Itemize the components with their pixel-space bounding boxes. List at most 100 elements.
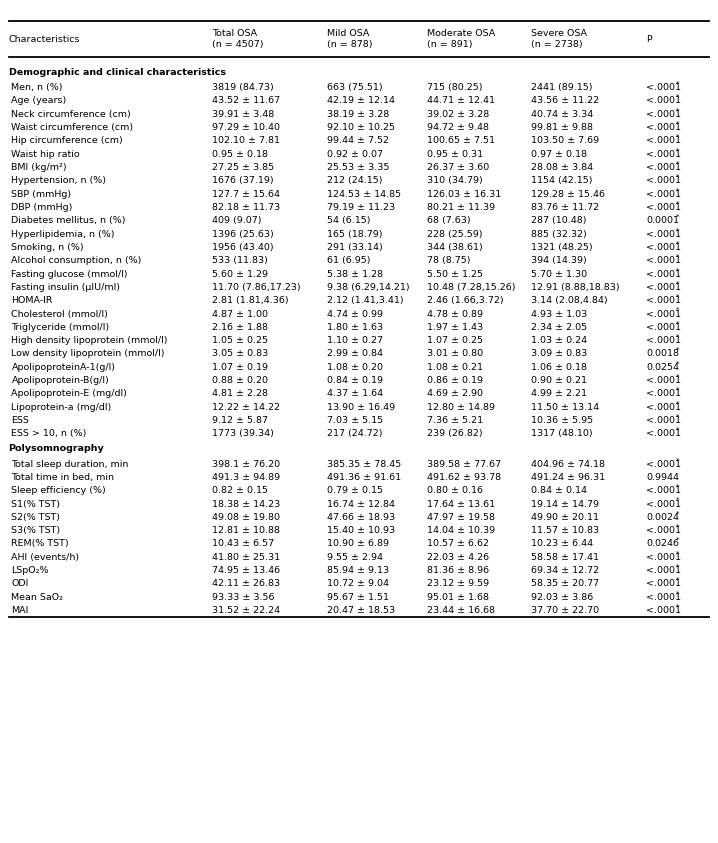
- Text: *: *: [676, 81, 679, 87]
- Text: <.0001: <.0001: [646, 336, 681, 345]
- Text: 0.0254: 0.0254: [646, 362, 679, 372]
- Text: 0.97 ± 0.18: 0.97 ± 0.18: [531, 150, 587, 158]
- Text: *: *: [676, 148, 679, 153]
- Text: <.0001: <.0001: [646, 176, 681, 185]
- Text: MAI: MAI: [11, 606, 29, 615]
- Text: 0.92 ± 0.07: 0.92 ± 0.07: [327, 150, 383, 158]
- Text: 2.46 (1.66,3.72): 2.46 (1.66,3.72): [427, 296, 504, 305]
- Text: 58.58 ± 17.41: 58.58 ± 17.41: [531, 553, 600, 561]
- Text: 389.58 ± 77.67: 389.58 ± 77.67: [427, 459, 501, 469]
- Text: 11.57 ± 10.83: 11.57 ± 10.83: [531, 526, 600, 535]
- Text: <.0001: <.0001: [646, 566, 681, 575]
- Text: 79.19 ± 11.23: 79.19 ± 11.23: [327, 203, 395, 212]
- Text: 26.37 ± 3.60: 26.37 ± 3.60: [427, 163, 490, 172]
- Text: <.0001: <.0001: [646, 163, 681, 172]
- Text: *: *: [676, 414, 679, 420]
- Text: Hypertension, n (%): Hypertension, n (%): [11, 176, 106, 185]
- Text: 4.78 ± 0.89: 4.78 ± 0.89: [427, 309, 483, 319]
- Text: 1317 (48.10): 1317 (48.10): [531, 429, 593, 438]
- Text: *: *: [676, 187, 679, 193]
- Text: 16.74 ± 12.84: 16.74 ± 12.84: [327, 500, 395, 508]
- Text: HOMA-IR: HOMA-IR: [11, 296, 53, 305]
- Text: 3.05 ± 0.83: 3.05 ± 0.83: [212, 350, 268, 358]
- Text: Diabetes mellitus, n (%): Diabetes mellitus, n (%): [11, 217, 126, 225]
- Text: 404.96 ± 74.18: 404.96 ± 74.18: [531, 459, 605, 469]
- Text: *: *: [676, 564, 679, 570]
- Text: *: *: [676, 254, 679, 260]
- Text: Lipoprotein-a (mg/dl): Lipoprotein-a (mg/dl): [11, 403, 112, 411]
- Text: Demographic and clinical characteristics: Demographic and clinical characteristics: [9, 68, 225, 77]
- Text: 12.22 ± 14.22: 12.22 ± 14.22: [212, 403, 280, 411]
- Text: Triglyceride (mmol/l): Triglyceride (mmol/l): [11, 323, 110, 332]
- Text: 10.57 ± 6.62: 10.57 ± 6.62: [427, 540, 489, 549]
- Text: Mean SaO₂: Mean SaO₂: [11, 593, 63, 602]
- Text: 3819 (84.73): 3819 (84.73): [212, 83, 274, 92]
- Text: <.0001: <.0001: [646, 403, 681, 411]
- Text: 38.19 ± 3.28: 38.19 ± 3.28: [327, 110, 389, 119]
- Text: 14.04 ± 10.39: 14.04 ± 10.39: [427, 526, 495, 535]
- Text: 2441 (89.15): 2441 (89.15): [531, 83, 593, 92]
- Text: 2.99 ± 0.84: 2.99 ± 0.84: [327, 350, 383, 358]
- Text: 3.01 ± 0.80: 3.01 ± 0.80: [427, 350, 483, 358]
- Text: Neck circumference (cm): Neck circumference (cm): [11, 110, 131, 119]
- Text: Fasting insulin (μIU/ml): Fasting insulin (μIU/ml): [11, 283, 121, 292]
- Text: 715 (80.25): 715 (80.25): [427, 83, 482, 92]
- Text: 491.36 ± 91.61: 491.36 ± 91.61: [327, 473, 401, 482]
- Text: 0.84 ± 0.19: 0.84 ± 0.19: [327, 376, 383, 385]
- Text: *: *: [676, 361, 679, 367]
- Text: 95.67 ± 1.51: 95.67 ± 1.51: [327, 593, 388, 602]
- Text: 78 (8.75): 78 (8.75): [427, 256, 471, 266]
- Text: 287 (10.48): 287 (10.48): [531, 217, 587, 225]
- Text: 126.03 ± 16.31: 126.03 ± 16.31: [427, 190, 501, 199]
- Text: 4.99 ± 2.21: 4.99 ± 2.21: [531, 389, 587, 399]
- Text: 10.48 (7.28,15.26): 10.48 (7.28,15.26): [427, 283, 516, 292]
- Text: 385.35 ± 78.45: 385.35 ± 78.45: [327, 459, 401, 469]
- Text: *: *: [676, 240, 679, 247]
- Text: 4.37 ± 1.64: 4.37 ± 1.64: [327, 389, 383, 399]
- Text: *: *: [676, 121, 679, 126]
- Text: 398.1 ± 76.20: 398.1 ± 76.20: [212, 459, 280, 469]
- Text: 2.34 ± 2.05: 2.34 ± 2.05: [531, 323, 587, 332]
- Text: 54 (6.15): 54 (6.15): [327, 217, 370, 225]
- Text: Alcohol consumption, n (%): Alcohol consumption, n (%): [11, 256, 142, 266]
- Text: REM(% TST): REM(% TST): [11, 540, 69, 549]
- Text: 11.50 ± 13.14: 11.50 ± 13.14: [531, 403, 600, 411]
- Text: 9.12 ± 5.87: 9.12 ± 5.87: [212, 416, 268, 425]
- Text: <.0001: <.0001: [646, 606, 681, 615]
- Text: 0.0246: 0.0246: [646, 540, 679, 549]
- Text: 68 (7.63): 68 (7.63): [427, 217, 471, 225]
- Text: S3(% TST): S3(% TST): [11, 526, 60, 535]
- Text: 344 (38.61): 344 (38.61): [427, 243, 483, 252]
- Text: 0.95 ± 0.31: 0.95 ± 0.31: [427, 150, 483, 158]
- Text: 9.38 (6.29,14.21): 9.38 (6.29,14.21): [327, 283, 409, 292]
- Text: 491.24 ± 96.31: 491.24 ± 96.31: [531, 473, 605, 482]
- Text: 95.01 ± 1.68: 95.01 ± 1.68: [427, 593, 489, 602]
- Text: *: *: [676, 590, 679, 597]
- Text: 12.80 ± 14.89: 12.80 ± 14.89: [427, 403, 495, 411]
- Text: *: *: [676, 373, 679, 380]
- Text: 0.0024: 0.0024: [646, 513, 679, 522]
- Text: 1.97 ± 1.43: 1.97 ± 1.43: [427, 323, 483, 332]
- Text: 5.70 ± 1.30: 5.70 ± 1.30: [531, 270, 587, 278]
- Text: <.0001: <.0001: [646, 190, 681, 199]
- Text: 0.95 ± 0.18: 0.95 ± 0.18: [212, 150, 268, 158]
- Text: 0.88 ± 0.20: 0.88 ± 0.20: [212, 376, 268, 385]
- Text: 43.56 ± 11.22: 43.56 ± 11.22: [531, 96, 600, 105]
- Text: 291 (33.14): 291 (33.14): [327, 243, 383, 252]
- Text: *: *: [676, 387, 679, 393]
- Text: 7.03 ± 5.15: 7.03 ± 5.15: [327, 416, 383, 425]
- Text: 212 (24.15): 212 (24.15): [327, 176, 382, 185]
- Text: 491.3 ± 94.89: 491.3 ± 94.89: [212, 473, 280, 482]
- Text: 15.40 ± 10.93: 15.40 ± 10.93: [327, 526, 395, 535]
- Text: 82.18 ± 11.73: 82.18 ± 11.73: [212, 203, 280, 212]
- Text: 2.16 ± 1.88: 2.16 ± 1.88: [212, 323, 268, 332]
- Text: 41.80 ± 25.31: 41.80 ± 25.31: [212, 553, 280, 561]
- Text: ApolipoproteinA-1(g/l): ApolipoproteinA-1(g/l): [11, 362, 116, 372]
- Text: 10.36 ± 5.95: 10.36 ± 5.95: [531, 416, 594, 425]
- Text: <.0001: <.0001: [646, 323, 681, 332]
- Text: S1(% TST): S1(% TST): [11, 500, 60, 508]
- Text: LSpO₂%: LSpO₂%: [11, 566, 49, 575]
- Text: 239 (26.82): 239 (26.82): [427, 429, 482, 438]
- Text: *: *: [676, 228, 679, 234]
- Text: <.0001: <.0001: [646, 309, 681, 319]
